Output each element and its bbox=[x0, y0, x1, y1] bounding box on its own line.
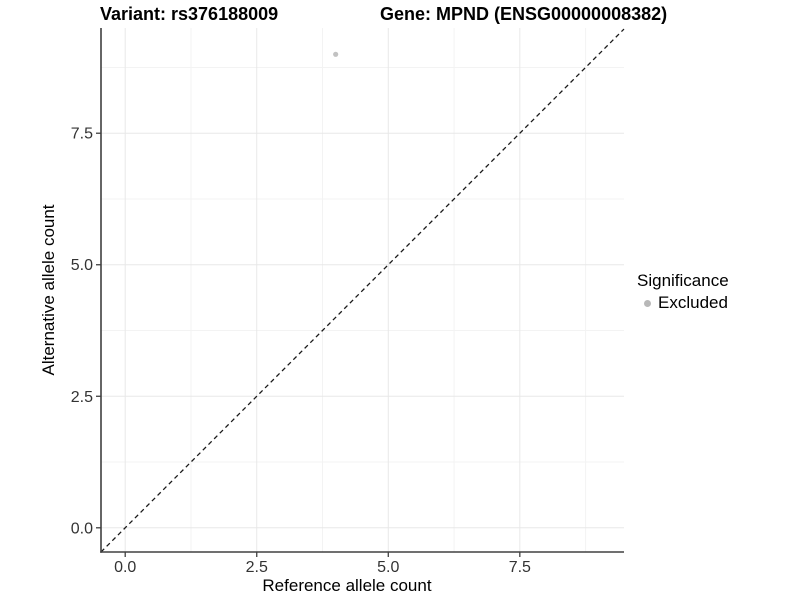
legend-title: Significance bbox=[637, 271, 729, 290]
legend-item-excluded: Excluded bbox=[637, 293, 729, 313]
x-tick-label: 0.0 bbox=[114, 559, 136, 576]
plot-title-variant: Variant: rs376188009 bbox=[100, 4, 279, 24]
identity-line bbox=[100, 28, 625, 553]
legend-point-icon bbox=[644, 299, 651, 307]
y-tick-label: 7.5 bbox=[71, 126, 93, 143]
x-axis-title: Reference allele count bbox=[262, 576, 431, 595]
x-tick-label: 7.5 bbox=[509, 559, 531, 576]
y-tick-label: 5.0 bbox=[71, 257, 93, 274]
y-axis-title: Alternative allele count bbox=[39, 204, 58, 375]
x-tick-label: 5.0 bbox=[377, 559, 399, 576]
data-point bbox=[333, 51, 339, 57]
y-tick-label: 0.0 bbox=[71, 520, 93, 537]
legend-item-label: Excluded bbox=[658, 293, 728, 312]
x-tick-label: 2.5 bbox=[246, 559, 268, 576]
legend: Significance Excluded bbox=[637, 271, 729, 313]
plot-title-gene: Gene: MPND (ENSG00000008382) bbox=[380, 4, 668, 24]
y-tick-label: 2.5 bbox=[71, 389, 93, 406]
